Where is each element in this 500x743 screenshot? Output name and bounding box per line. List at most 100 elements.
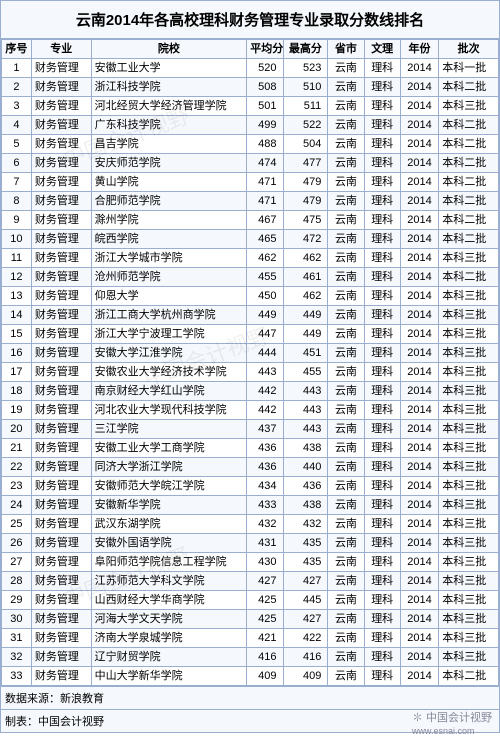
table-cell: 本科三批 (439, 439, 499, 458)
table-cell: 433 (247, 496, 283, 515)
table-cell: 本科二批 (439, 211, 499, 230)
table-cell: 安庆师范学院 (91, 154, 247, 173)
table-cell: 436 (247, 439, 283, 458)
table-row: 10财务管理皖西学院465472云南理科2014本科二批 (2, 230, 499, 249)
col-header: 省市 (328, 40, 364, 59)
table-cell: 2014 (400, 230, 438, 249)
table-cell: 理科 (364, 629, 400, 648)
table-cell: 沧州师范学院 (91, 268, 247, 287)
table-cell: 财务管理 (31, 135, 91, 154)
table-cell: 云南 (328, 173, 364, 192)
table-body: 1财务管理安徽工业大学520523云南理科2014本科一批2财务管理浙江科技学院… (2, 59, 499, 686)
table-cell: 2014 (400, 667, 438, 686)
table-cell: 425 (247, 591, 283, 610)
table-cell: 437 (247, 420, 283, 439)
table-row: 29财务管理山西财经大学华商学院425445云南理科2014本科三批 (2, 591, 499, 610)
table-row: 19财务管理河北农业大学现代科技学院442443云南理科2014本科三批 (2, 401, 499, 420)
table-cell: 421 (247, 629, 283, 648)
table-cell: 本科二批 (439, 78, 499, 97)
table-cell: 云南 (328, 496, 364, 515)
table-cell: 本科三批 (439, 629, 499, 648)
table-row: 16财务管理安徽大学江淮学院444451云南理科2014本科三批 (2, 344, 499, 363)
table-cell: 安徽工业大学工商学院 (91, 439, 247, 458)
table-cell: 三江学院 (91, 420, 247, 439)
table-cell: 472 (283, 230, 328, 249)
table-cell: 499 (247, 116, 283, 135)
table-cell: 理科 (364, 192, 400, 211)
table-cell: 河海大学文天学院 (91, 610, 247, 629)
table-row: 22财务管理同济大学浙江学院436440云南理科2014本科三批 (2, 458, 499, 477)
table-cell: 理科 (364, 648, 400, 667)
table-cell: 2014 (400, 344, 438, 363)
table-cell: 财务管理 (31, 78, 91, 97)
table-cell: 16 (2, 344, 32, 363)
table-cell: 云南 (328, 553, 364, 572)
table-cell: 6 (2, 154, 32, 173)
table-row: 5财务管理昌吉学院488504云南理科2014本科二批 (2, 135, 499, 154)
table-cell: 2014 (400, 610, 438, 629)
table-cell: 本科二批 (439, 116, 499, 135)
col-header: 专业 (31, 40, 91, 59)
table-cell: 安徽农业大学经济技术学院 (91, 363, 247, 382)
table-cell: 云南 (328, 648, 364, 667)
table-cell: 409 (283, 667, 328, 686)
table-cell: 财务管理 (31, 420, 91, 439)
table-row: 31财务管理济南大学泉城学院421422云南理科2014本科三批 (2, 629, 499, 648)
col-header: 平均分 (247, 40, 283, 59)
table-cell: 理科 (364, 553, 400, 572)
table-cell: 云南 (328, 572, 364, 591)
table-cell: 辽宁财贸学院 (91, 648, 247, 667)
table-cell: 武汉东湖学院 (91, 515, 247, 534)
table-cell: 2014 (400, 401, 438, 420)
table-cell: 2014 (400, 325, 438, 344)
table-cell: 理科 (364, 287, 400, 306)
table-cell: 同济大学浙江学院 (91, 458, 247, 477)
table-cell: 理科 (364, 173, 400, 192)
table-cell: 本科二批 (439, 192, 499, 211)
table-row: 6财务管理安庆师范学院474477云南理科2014本科二批 (2, 154, 499, 173)
table-cell: 3 (2, 97, 32, 116)
table-row: 13财务管理仰恩大学450462云南理科2014本科三批 (2, 287, 499, 306)
table-cell: 财务管理 (31, 363, 91, 382)
table-cell: 理科 (364, 477, 400, 496)
table-row: 24财务管理安徽新华学院433438云南理科2014本科三批 (2, 496, 499, 515)
page-title: 云南2014年各高校理科财务管理专业录取分数线排名 (1, 1, 499, 39)
table-cell: 23 (2, 477, 32, 496)
table-cell: 云南 (328, 382, 364, 401)
table-cell: 财务管理 (31, 610, 91, 629)
table-cell: 本科一批 (439, 59, 499, 78)
table-cell: 理科 (364, 78, 400, 97)
table-cell: 2014 (400, 59, 438, 78)
table-cell: 1 (2, 59, 32, 78)
table-cell: 438 (283, 439, 328, 458)
table-cell: 财务管理 (31, 382, 91, 401)
table-cell: 合肥师范学院 (91, 192, 247, 211)
table-cell: 财务管理 (31, 268, 91, 287)
table-cell: 财务管理 (31, 59, 91, 78)
table-cell: 8 (2, 192, 32, 211)
table-cell: 430 (247, 553, 283, 572)
table-cell: 理科 (364, 534, 400, 553)
table-cell: 2014 (400, 534, 438, 553)
table-cell: 461 (283, 268, 328, 287)
table-cell: 本科三批 (439, 382, 499, 401)
table-cell: 2014 (400, 135, 438, 154)
table-cell: 2014 (400, 173, 438, 192)
table-cell: 477 (283, 154, 328, 173)
table-cell: 云南 (328, 249, 364, 268)
table-cell: 财务管理 (31, 344, 91, 363)
table-cell: 云南 (328, 78, 364, 97)
table-cell: 15 (2, 325, 32, 344)
table-cell: 本科二批 (439, 135, 499, 154)
table-cell: 昌吉学院 (91, 135, 247, 154)
table-cell: 本科三批 (439, 287, 499, 306)
table-row: 14财务管理浙江工商大学杭州商学院449449云南理科2014本科三批 (2, 306, 499, 325)
table-cell: 2014 (400, 477, 438, 496)
table-cell: 465 (247, 230, 283, 249)
table-cell: 425 (247, 610, 283, 629)
table-cell: 471 (247, 192, 283, 211)
table-cell: 2014 (400, 572, 438, 591)
table-row: 1财务管理安徽工业大学520523云南理科2014本科一批 (2, 59, 499, 78)
table-cell: 2014 (400, 192, 438, 211)
table-cell: 云南 (328, 135, 364, 154)
